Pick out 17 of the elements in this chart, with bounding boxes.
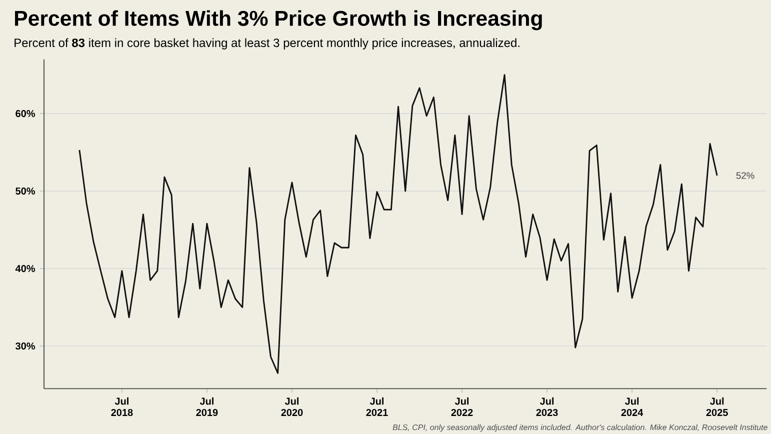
x-tick-label: Jul 2020 bbox=[281, 397, 303, 416]
annotation: 52% bbox=[736, 172, 754, 179]
line-series bbox=[78, 74, 718, 374]
y-tick-label: 30% bbox=[16, 342, 36, 350]
x-tick-label: Jul 2019 bbox=[196, 397, 218, 416]
x-tick-label: Jul 2022 bbox=[451, 397, 473, 416]
y-tick-label: 60% bbox=[16, 110, 36, 118]
chart-subtitle: Percent of 83 item in core basket having at least 3 percent monthly price increases, annualized. bbox=[14, 38, 520, 50]
y-tick-label: 50% bbox=[16, 188, 36, 195]
x-tick-label: Jul 2018 bbox=[111, 397, 133, 416]
x-tick-label: Jul 2021 bbox=[366, 397, 388, 416]
y-tick-label: 40% bbox=[15, 265, 36, 272]
x-tick-label: Jul 2024 bbox=[621, 397, 644, 416]
x-tick-label: Jul 2025 bbox=[706, 397, 728, 416]
chart-title: Percent of Items With 3% Price Growth is Increasing bbox=[15, 10, 542, 30]
x-tick-label: Jul 2023 bbox=[536, 397, 558, 416]
text: BLS, CPI, only seasonally adjusted items included. Author's calculation. Mike Konczal, Roosevelt Institute bbox=[392, 424, 768, 432]
